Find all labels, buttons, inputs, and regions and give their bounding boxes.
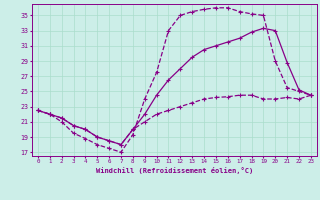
X-axis label: Windchill (Refroidissement éolien,°C): Windchill (Refroidissement éolien,°C)	[96, 167, 253, 174]
